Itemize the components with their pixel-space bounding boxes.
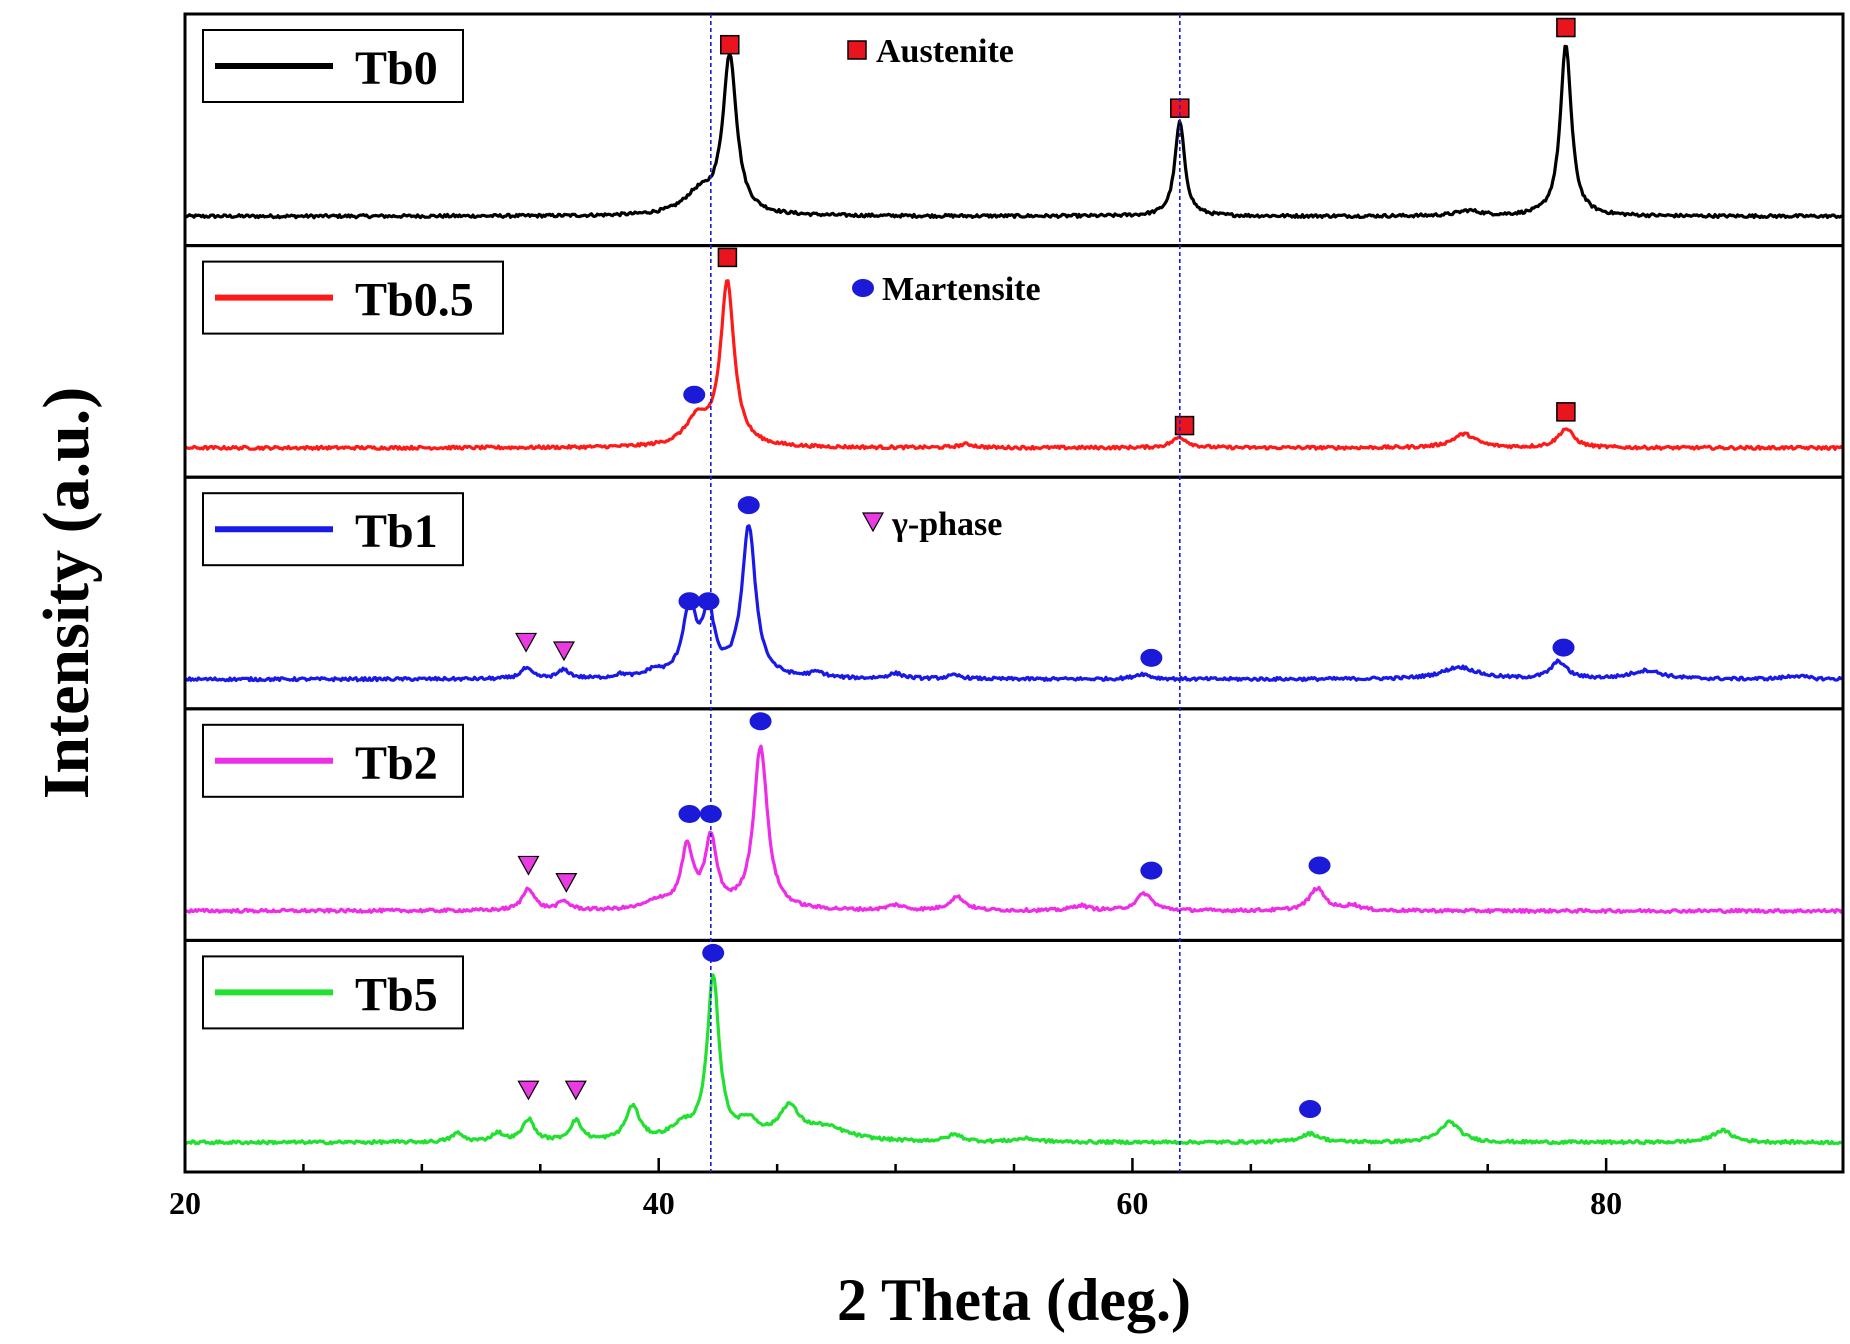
martensite-marker [1299, 1100, 1322, 1119]
gamma-phase-marker [555, 873, 578, 893]
legend-label: Tb2 [355, 737, 438, 790]
phase-legend-label: Martensite [882, 271, 1041, 308]
gamma-phase-marker [564, 1080, 587, 1101]
trace-tb0 [184, 44, 1844, 220]
trace-tb5 [184, 973, 1843, 1146]
legend-label: Tb5 [355, 968, 438, 1021]
austenite-marker [720, 34, 740, 55]
x-tick-label: 20 [169, 1185, 201, 1221]
phase-legend-square: Austenite [847, 33, 1014, 70]
legend-tb5: Tb5 [202, 955, 464, 1030]
gamma-phase-marker [517, 1080, 540, 1101]
martensite-marker [749, 712, 772, 731]
panel-tb5: Tb5 [183, 938, 1845, 1174]
legend-label: Tb0.5 [355, 274, 474, 327]
austenite-marker [1556, 17, 1576, 38]
martensite-marker [683, 385, 706, 404]
martensite-marker [1140, 861, 1163, 880]
trace-tb2 [183, 744, 1844, 914]
phase-legend-circle: Martensite [852, 271, 1041, 308]
panel-tb1: Tb1 [183, 475, 1845, 711]
legend-tb0-5: Tb0.5 [202, 260, 504, 335]
legend-tb0: Tb0 [202, 29, 464, 103]
panel-tb0-5: Tb0.5 [183, 244, 1845, 479]
austenite-key-icon [847, 40, 867, 60]
gamma-phase-marker [552, 641, 575, 662]
x-tick-label: 80 [1590, 1185, 1622, 1221]
martensite-marker [737, 496, 760, 515]
austenite-marker [1556, 402, 1576, 422]
legend-tb1: Tb1 [202, 492, 464, 567]
phase-legend-triangle: γ-phase [861, 506, 1002, 543]
austenite-marker [1174, 415, 1195, 436]
legend-tb2: Tb2 [202, 723, 464, 798]
martensite-marker [1552, 638, 1575, 657]
austenite-marker [717, 247, 738, 268]
y-axis-title: Intensity (a.u.) [30, 387, 103, 800]
panel-tb2: Tb2 [183, 707, 1845, 942]
trace-tb0-5 [184, 279, 1844, 451]
panel-tb0: Tb0 [183, 12, 1845, 248]
trace-tb1 [183, 524, 1843, 683]
martensite-marker [1140, 648, 1163, 667]
martensite-marker [697, 592, 720, 611]
gamma-key-icon [861, 512, 885, 533]
martensite-marker [678, 804, 701, 823]
martensite-marker [1308, 856, 1331, 875]
phase-legend-label: Austenite [876, 33, 1014, 70]
x-axis-title: 2 Theta (deg.) [837, 1267, 1191, 1333]
phase-legend-label: γ-phase [891, 506, 1002, 543]
gamma-phase-marker [515, 632, 538, 653]
martensite-marker [678, 592, 701, 611]
legend-label: Tb1 [355, 505, 438, 558]
gamma-phase-marker [517, 855, 540, 876]
legend-label: Tb0 [355, 42, 438, 95]
martensite-marker [702, 943, 725, 962]
martensite-key-icon [852, 279, 874, 297]
x-tick-label: 60 [1116, 1185, 1148, 1221]
x-tick-label: 40 [643, 1185, 675, 1221]
